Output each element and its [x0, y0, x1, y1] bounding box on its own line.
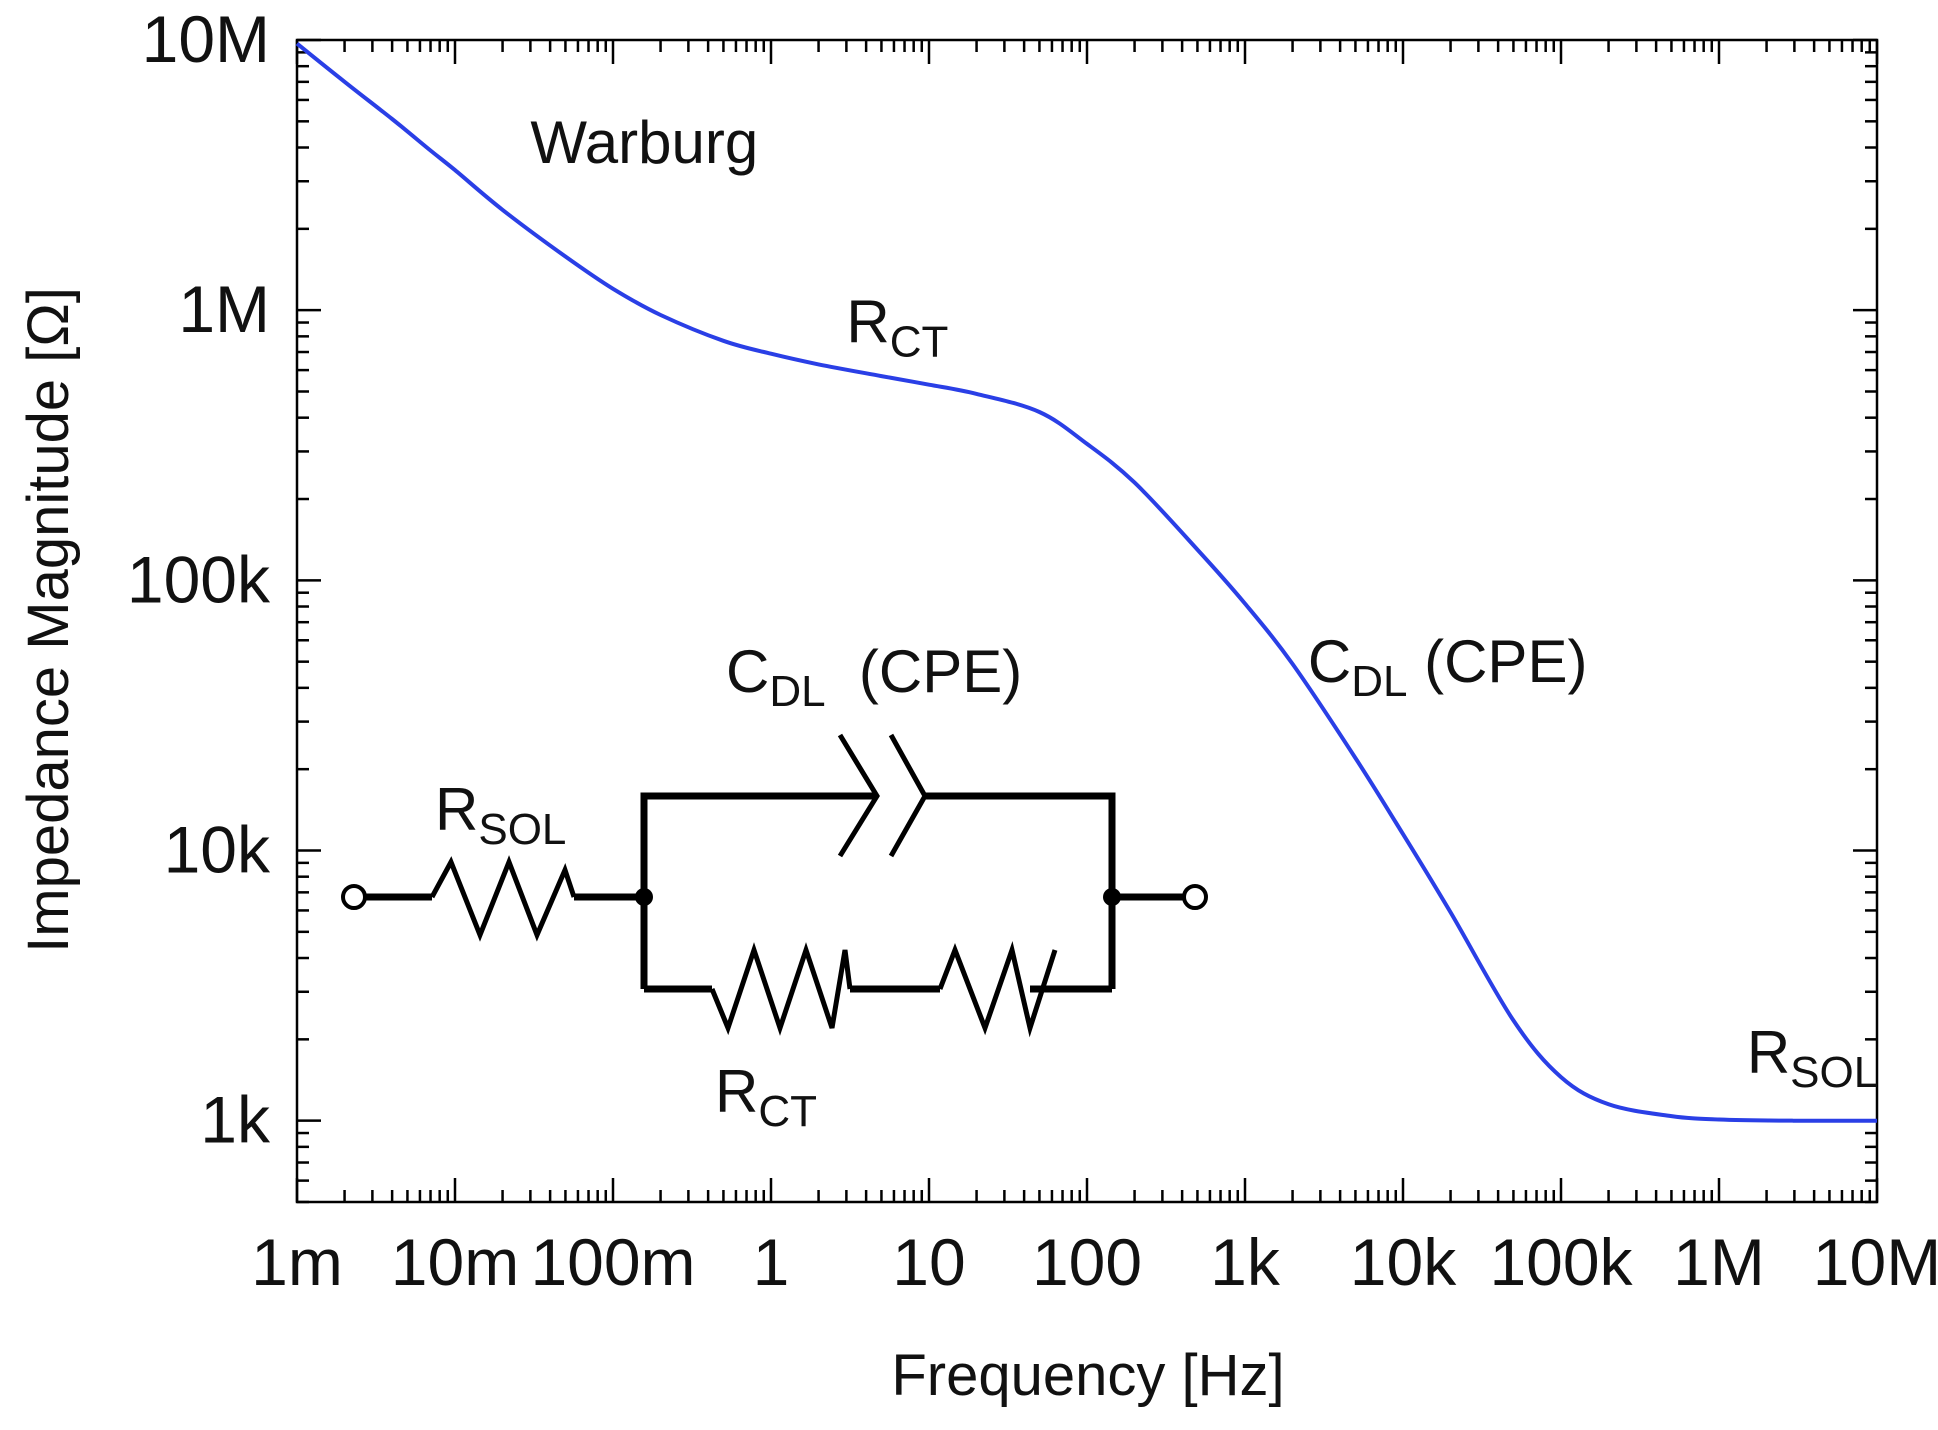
cpe-plate-left [837, 733, 880, 858]
annotation-r-ct: RCT [846, 288, 948, 366]
curve-annotations: Warburg RCT CDL (CPE) RSOL [530, 109, 1878, 1097]
annotation-warburg: Warburg [530, 109, 758, 176]
y-tick-label: 100k [127, 542, 271, 616]
resistor-r-ct-1 [709, 942, 853, 1036]
x-tick-label: 1 [753, 1225, 790, 1299]
wire-top-right [925, 792, 1116, 989]
x-tick-label: 100k [1489, 1225, 1633, 1299]
annotation-c-dl: CDL (CPE) [1308, 628, 1588, 706]
x-tick-label: 1M [1673, 1225, 1765, 1299]
plot-frame [295, 38, 1879, 1204]
x-tick-label: 10 [892, 1225, 965, 1299]
annotation-r-sol: RSOL [1747, 1019, 1878, 1097]
circuit-label-r-sol: RSOL [435, 776, 566, 854]
x-tick-label: 1k [1210, 1225, 1281, 1299]
circuit-label-r-ct: RCT [715, 1058, 817, 1136]
terminal-output [1182, 884, 1208, 910]
y-tick-label: 10M [142, 2, 270, 76]
circuit-node-left [635, 888, 653, 906]
y-axis-title: Impedance Magnitude [Ω] [16, 287, 81, 953]
impedance-magnitude-line [295, 42, 1878, 1123]
x-tick-label: 100m [530, 1225, 695, 1299]
y-tick-label: 10k [164, 813, 271, 887]
resistor-r-ct-2 [937, 940, 1058, 1038]
x-tick-label: 100 [1032, 1225, 1142, 1299]
x-tick-label: 10M [1813, 1225, 1938, 1299]
y-tick-label: 1k [200, 1083, 271, 1157]
x-axis-title: Frequency [Hz] [891, 1343, 1284, 1408]
y-axis: 1k 10k 100k 1M 10M [127, 2, 1877, 1204]
x-tick-label: 10k [1350, 1225, 1457, 1299]
x-tick-label: 1m [251, 1225, 343, 1299]
resistor-r-sol [429, 855, 577, 942]
terminal-input [341, 884, 367, 910]
x-tick-label: 10m [391, 1225, 519, 1299]
circuit-label-c-dl: CDL (CPE) [726, 638, 1022, 716]
wire-top-left [640, 792, 877, 989]
cpe-plate-right [888, 733, 928, 858]
y-tick-label: 1M [178, 272, 270, 346]
equivalent-circuit-diagram: RSOL CDL (CPE) RCT [341, 638, 1208, 1136]
circuit-node-right [1103, 888, 1121, 906]
